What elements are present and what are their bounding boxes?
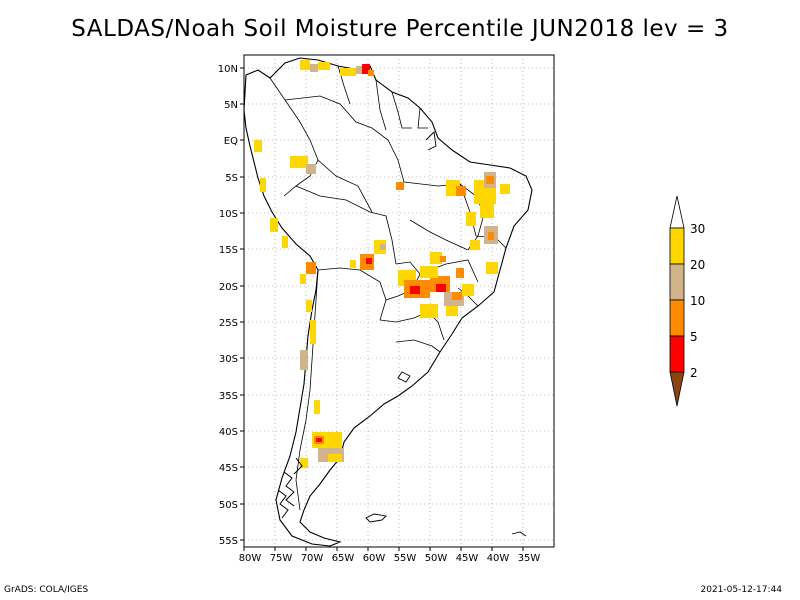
legend-swatch-top-arrow [669, 195, 685, 229]
legend-label-10: 10 [690, 294, 705, 308]
legend-swatch-5-10 [669, 299, 685, 337]
lat-tick-label: EQ [224, 136, 238, 147]
legend-swatch-20-30 [669, 227, 685, 265]
lat-tick-label: 25S [219, 318, 238, 329]
lon-tick-label: 75W [270, 553, 293, 564]
lon-tick-label: 80W [239, 553, 262, 564]
lon-tick-label: 70W [301, 553, 324, 564]
lat-tick-label: 15S [219, 245, 238, 256]
legend-label-2: 2 [690, 366, 698, 380]
legend-label-30: 30 [690, 222, 705, 236]
percentile-shading [254, 60, 510, 468]
legend-swatch-2-5 [669, 335, 685, 373]
lat-tick-label: 10S [219, 209, 238, 220]
coast-details [365, 131, 527, 537]
lon-tick-label: 35W [518, 553, 541, 564]
lon-tick-labels: 80W 75W 70W 65W 60W 55W 50W 45W 40W 35W [239, 553, 541, 564]
lon-tick-label: 65W [332, 553, 355, 564]
lon-tick-label: 60W [363, 553, 386, 564]
footer-credit: GrADS: COLA/IGES [4, 585, 89, 595]
legend-swatch-10-20 [669, 263, 685, 301]
lat-tick-label: 45S [219, 463, 238, 474]
footer-timestamp: 2021-05-12-17:44 [700, 585, 783, 595]
lat-tick-label: 20S [219, 282, 238, 293]
lat-tick-label: 35S [219, 391, 238, 402]
lat-tick-label: 10N [218, 64, 238, 75]
lat-tick-label: 50S [219, 500, 238, 511]
lat-tick-label: 5S [225, 173, 238, 184]
lon-tick-label: 50W [425, 553, 448, 564]
lat-tick-label: 40S [219, 427, 238, 438]
lat-tick-labels: 10N 5N EQ 5S 10S 15S 20S 25S 30S 35S 40S… [218, 64, 238, 547]
continent-outline [243, 57, 533, 547]
lon-tick-label: 45W [456, 553, 479, 564]
lat-tick-label: 5N [224, 100, 238, 111]
lat-tick-label: 55S [219, 536, 238, 547]
lon-tick-label: 55W [394, 553, 417, 564]
legend-label-20: 20 [690, 258, 705, 272]
legend-swatch-below-2 [669, 371, 685, 407]
lat-tick-label: 30S [219, 354, 238, 365]
lon-tick-label: 40W [487, 553, 510, 564]
map-title: SALDAS/Noah Soil Moisture Percentile JUN… [71, 16, 729, 42]
chile-fjords [277, 457, 303, 519]
legend-label-5: 5 [690, 330, 698, 344]
